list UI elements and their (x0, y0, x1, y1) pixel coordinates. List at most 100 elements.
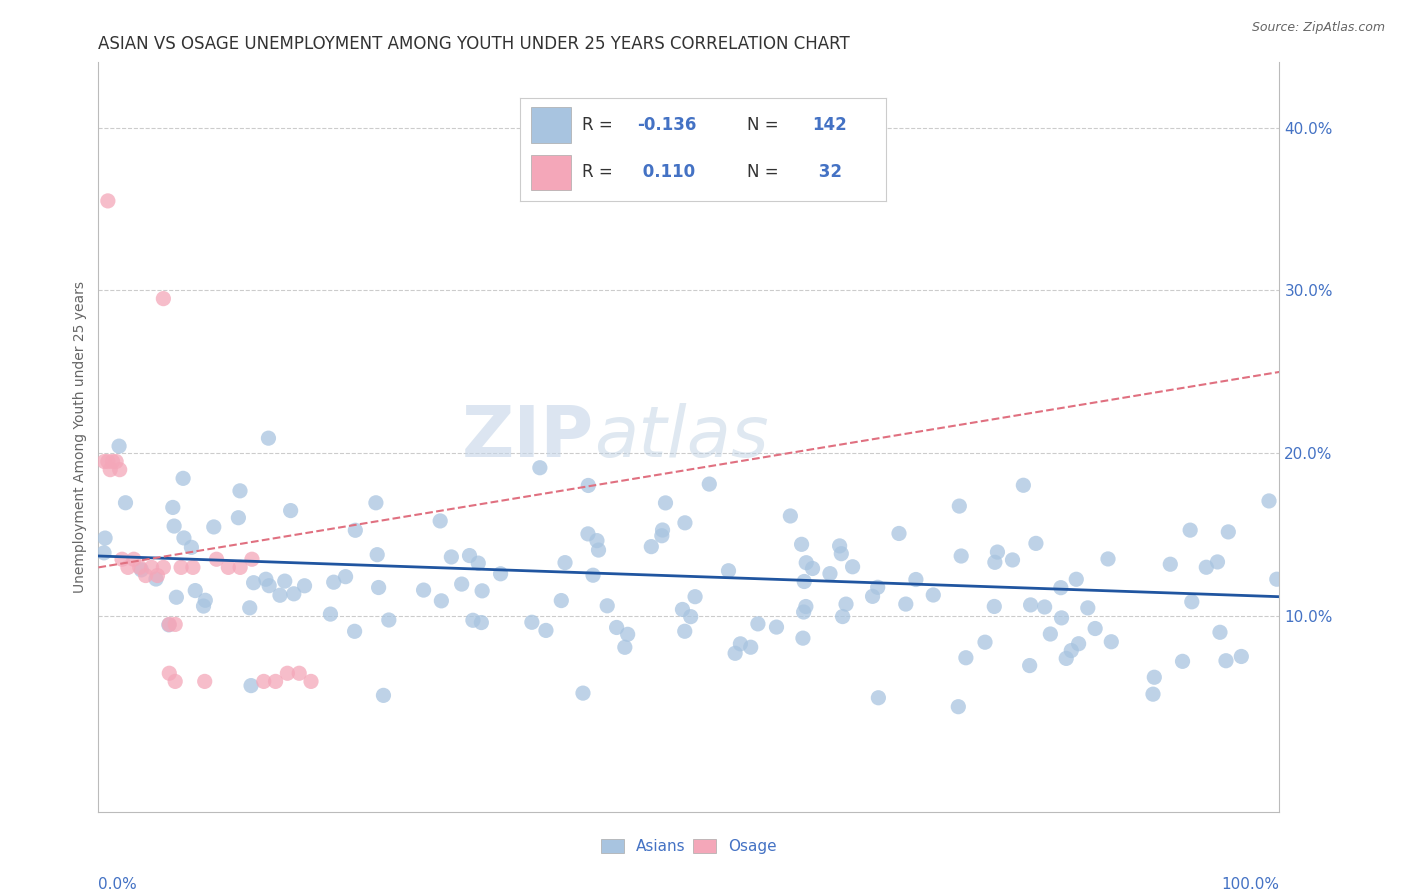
Point (193, 599, 215, 613)
Point (228, 510, 250, 524)
Point (430, 594, 453, 608)
Point (986, 545, 1008, 559)
Point (697, 477, 720, 491)
Point (747, 616, 769, 631)
Point (194, 674, 217, 689)
Point (724, 646, 747, 660)
Point (135, 568, 157, 582)
Point (793, 605, 815, 619)
Point (283, 587, 305, 601)
Point (202, 520, 225, 534)
Point (1060, 643, 1083, 657)
Text: atlas: atlas (595, 402, 769, 472)
Point (586, 533, 609, 548)
Point (229, 483, 252, 498)
Point (550, 593, 572, 607)
Point (730, 637, 752, 651)
Point (948, 699, 970, 714)
Point (97, 454, 120, 468)
Point (1019, 598, 1042, 612)
Point (458, 549, 481, 563)
Point (180, 541, 202, 555)
Point (887, 526, 910, 541)
Text: Source: ZipAtlas.com: Source: ZipAtlas.com (1251, 21, 1385, 34)
Text: R =: R = (582, 116, 619, 134)
Point (257, 579, 280, 593)
Point (184, 583, 207, 598)
Point (131, 563, 153, 577)
Text: 142: 142 (813, 116, 848, 134)
Point (654, 496, 676, 510)
Text: 0.110: 0.110 (637, 163, 696, 181)
Point (1050, 581, 1073, 595)
Point (1143, 670, 1166, 684)
Point (1039, 627, 1062, 641)
Text: 100.0%: 100.0% (1222, 877, 1279, 892)
Point (322, 575, 344, 590)
Point (105, 454, 128, 468)
Point (1012, 478, 1035, 492)
Point (835, 597, 858, 611)
Point (429, 514, 451, 528)
Point (673, 624, 696, 639)
FancyBboxPatch shape (531, 154, 571, 190)
Point (461, 613, 484, 627)
Point (596, 599, 619, 613)
Point (640, 540, 662, 554)
Point (831, 609, 853, 624)
Point (1084, 622, 1107, 636)
Point (489, 566, 512, 581)
Point (467, 556, 489, 570)
Point (253, 674, 276, 689)
Point (534, 624, 557, 638)
Point (790, 537, 813, 551)
Point (576, 527, 599, 541)
Point (145, 572, 167, 586)
Point (117, 560, 139, 574)
Point (108, 439, 131, 453)
Point (152, 292, 174, 306)
Point (679, 609, 702, 624)
Point (367, 581, 389, 595)
Point (146, 568, 169, 582)
Point (554, 556, 576, 570)
Point (229, 560, 252, 574)
Point (242, 575, 264, 590)
Text: 32: 32 (813, 163, 842, 181)
Point (239, 600, 262, 615)
Point (170, 560, 193, 574)
Point (830, 547, 852, 561)
Point (264, 674, 287, 689)
Point (470, 615, 492, 630)
Point (181, 560, 204, 574)
Point (651, 529, 673, 543)
Point (955, 650, 977, 665)
Point (793, 574, 815, 589)
Point (616, 627, 638, 641)
Point (1018, 658, 1040, 673)
Point (862, 590, 884, 604)
Point (950, 549, 973, 563)
Point (257, 431, 280, 445)
Legend: Asians, Osage: Asians, Osage (595, 833, 783, 860)
Point (866, 580, 889, 594)
Point (683, 590, 706, 604)
Point (165, 617, 187, 632)
Point (1064, 572, 1087, 586)
Text: N =: N = (747, 116, 783, 134)
Point (108, 463, 131, 477)
Point (529, 460, 551, 475)
Point (93, 546, 115, 560)
Point (1171, 654, 1194, 668)
Point (172, 471, 194, 485)
Point (1097, 552, 1119, 566)
Point (1215, 654, 1237, 668)
Point (904, 573, 927, 587)
Point (1206, 555, 1229, 569)
Point (582, 568, 605, 582)
Point (471, 583, 494, 598)
Point (588, 543, 610, 558)
Point (1067, 637, 1090, 651)
Point (276, 666, 298, 681)
Point (98, 463, 121, 477)
